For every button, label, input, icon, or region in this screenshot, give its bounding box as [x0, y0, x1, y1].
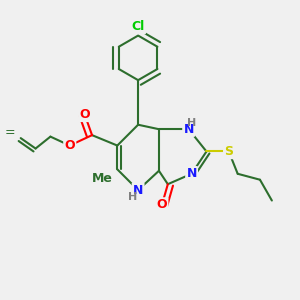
Text: N: N [184, 123, 194, 136]
Text: N: N [133, 184, 143, 196]
Text: H: H [128, 192, 137, 202]
Text: O: O [64, 139, 75, 152]
Text: O: O [157, 199, 167, 212]
Text: H: H [187, 118, 196, 128]
Text: O: O [79, 108, 90, 121]
Text: Cl: Cl [131, 20, 145, 33]
Text: Me: Me [92, 172, 113, 185]
Text: N: N [186, 167, 197, 180]
Text: S: S [224, 145, 233, 158]
Text: =: = [5, 126, 16, 139]
